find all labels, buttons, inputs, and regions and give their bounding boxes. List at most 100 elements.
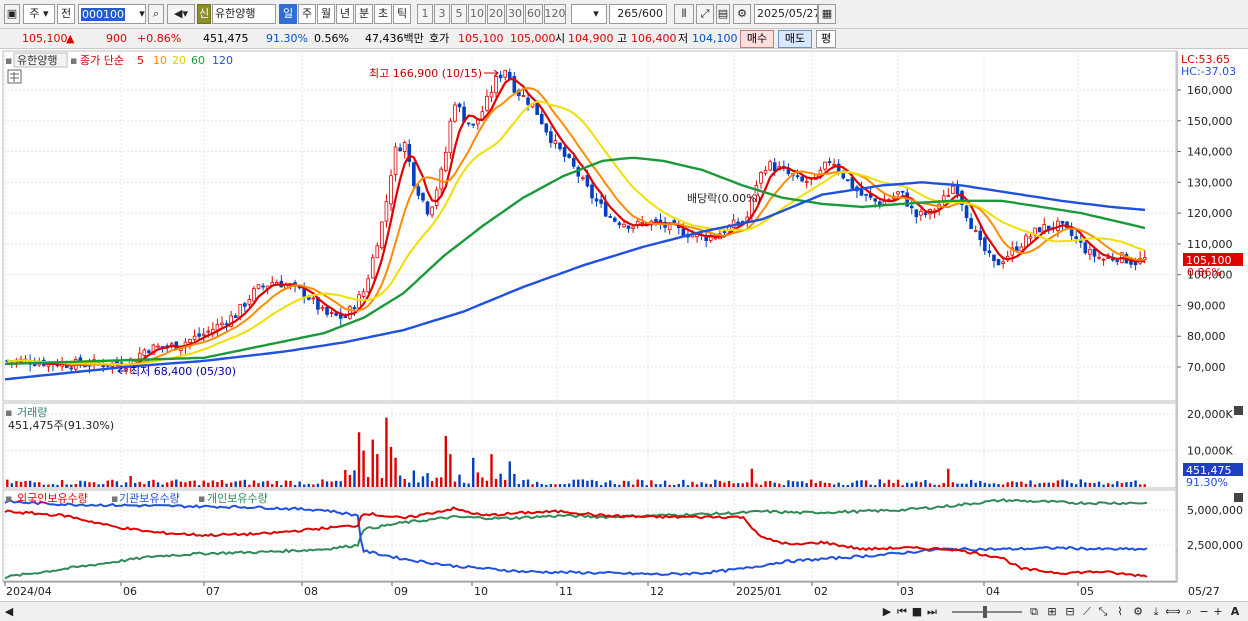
split-icon[interactable]: ⊞: [1047, 605, 1057, 618]
volume-bar: [572, 479, 575, 487]
candle-body: [233, 315, 238, 318]
candle-body: [348, 306, 352, 319]
last-page-icon[interactable]: ⏭: [927, 605, 937, 618]
volume-bar: [239, 480, 242, 487]
scroll-right-icon[interactable]: ▶: [882, 605, 892, 618]
volume-bar: [184, 482, 187, 487]
period-tab-4[interactable]: 분: [355, 4, 373, 24]
volume-tick-label: 20,000K: [1187, 408, 1233, 421]
range-field[interactable]: 265/600: [609, 4, 667, 24]
interval-button-1[interactable]: 1: [417, 4, 433, 24]
period-tab-6[interactable]: 틱: [393, 4, 411, 24]
interval-button-5[interactable]: 5: [451, 4, 467, 24]
zoom-slider[interactable]: [952, 611, 1022, 613]
candle-body: [631, 226, 635, 229]
interval-button-3[interactable]: 3: [434, 4, 450, 24]
settings-tool-icon[interactable]: ⚙: [1133, 605, 1143, 618]
date-field[interactable]: 2025/05/27: [754, 4, 818, 24]
holdings-close-icon[interactable]: [1234, 493, 1243, 502]
candle-body: [453, 104, 457, 122]
compare-icon[interactable]: ⊟: [1065, 605, 1075, 618]
line-tool-icon[interactable]: ⟋: [1083, 605, 1091, 618]
draw-tool-icon[interactable]: ⤢: [696, 4, 714, 24]
sell-button[interactable]: 매도: [778, 30, 812, 48]
magnifier-icon[interactable]: ⌕: [1185, 605, 1193, 618]
interval-button-60[interactable]: 60: [525, 4, 543, 24]
volume-bar: [558, 484, 562, 487]
trend-tool-icon[interactable]: ⤡: [1098, 605, 1108, 618]
interval-button-30[interactable]: 30: [506, 4, 524, 24]
volume-bar: [590, 479, 594, 487]
interval-combo[interactable]: ▾: [571, 4, 607, 24]
stock-name-chip[interactable]: [13, 52, 68, 68]
new-badge: 신: [197, 4, 211, 24]
volume-bar: [969, 479, 973, 487]
volume-bar: [472, 457, 475, 487]
high-note: 최고 166,900 (10/15): [369, 67, 482, 80]
scroll-left-icon[interactable]: ◀: [4, 605, 14, 618]
volume-bar: [883, 483, 886, 487]
volume-bar: [211, 480, 215, 487]
period-tab-0[interactable]: 일: [279, 4, 297, 24]
buy-button[interactable]: 매수: [740, 30, 774, 48]
fit-tool-icon[interactable]: ⟺: [1166, 605, 1180, 618]
candle-body: [444, 151, 448, 171]
ask-value: 105,000: [510, 32, 556, 45]
font-size-icon[interactable]: A: [1230, 605, 1240, 618]
volume-bar: [38, 482, 41, 487]
volume-bar: [915, 481, 918, 487]
window-menu-icon[interactable]: ▣: [4, 4, 20, 24]
candle-body: [768, 161, 772, 171]
interval-button-20[interactable]: 20: [487, 4, 505, 24]
candle-body: [188, 338, 192, 343]
volume-bar: [979, 480, 982, 487]
volume-speaker-icon[interactable]: ◀▾: [167, 4, 195, 24]
candle-body: [1019, 246, 1024, 252]
eval-button[interactable]: 평: [816, 30, 836, 48]
zoom-out-tool-icon[interactable]: ⤓: [1153, 605, 1159, 618]
search-icon[interactable]: ⌕: [148, 4, 164, 24]
stock-name-field[interactable]: 유한양행: [212, 4, 276, 24]
zoom-minus-icon[interactable]: −: [1199, 605, 1209, 618]
candle-type-icon[interactable]: ⫴: [674, 4, 694, 24]
code-type-select[interactable]: 주 ▾: [23, 4, 55, 24]
volume-bar: [261, 481, 265, 487]
interval-button-10[interactable]: 10: [468, 4, 486, 24]
candle-body: [951, 185, 955, 194]
stock-code-input[interactable]: 000100: [78, 4, 146, 24]
period-tab-2[interactable]: 월: [317, 4, 335, 24]
settings-gear-icon[interactable]: ⚙: [733, 4, 751, 24]
wave-tool-icon[interactable]: ⌇: [1117, 605, 1123, 618]
volume-close-icon[interactable]: [1234, 406, 1243, 415]
calendar-icon[interactable]: ▦: [818, 4, 836, 24]
zoom-slider-handle[interactable]: [983, 606, 987, 618]
low-label: 저: [678, 32, 689, 45]
volume-bar: [357, 432, 361, 487]
volume-bar: [115, 481, 119, 487]
interval-button-120[interactable]: 120: [544, 4, 566, 24]
period-tab-1[interactable]: 주: [298, 4, 316, 24]
first-page-icon[interactable]: ⏮: [897, 605, 907, 618]
save-icon[interactable]: ▤: [716, 4, 730, 24]
zoom-plus-icon[interactable]: +: [1213, 605, 1223, 618]
volume-bar: [1056, 480, 1060, 487]
prev-button[interactable]: 전: [57, 4, 75, 24]
stop-icon[interactable]: ■: [911, 605, 923, 618]
volume-bar: [316, 483, 320, 487]
volume-bar: [773, 482, 776, 487]
period-tab-3[interactable]: 년: [336, 4, 354, 24]
volume-bar: [481, 477, 484, 487]
volume-bar: [522, 480, 525, 487]
candle-body: [243, 303, 247, 307]
dropdown-arrow-icon[interactable]: ▾: [139, 7, 145, 20]
volume-bar: [668, 484, 671, 487]
volume-bar: [609, 480, 612, 487]
period-tab-5[interactable]: 초: [374, 4, 392, 24]
volume-bar: [353, 470, 356, 487]
volume-bar: [746, 482, 749, 487]
volume-value-text: 451,475주(91.30%): [8, 419, 114, 432]
layout-icon[interactable]: ⧉: [1030, 605, 1038, 618]
volume-bar: [800, 481, 804, 487]
volume-bar: [51, 484, 55, 487]
